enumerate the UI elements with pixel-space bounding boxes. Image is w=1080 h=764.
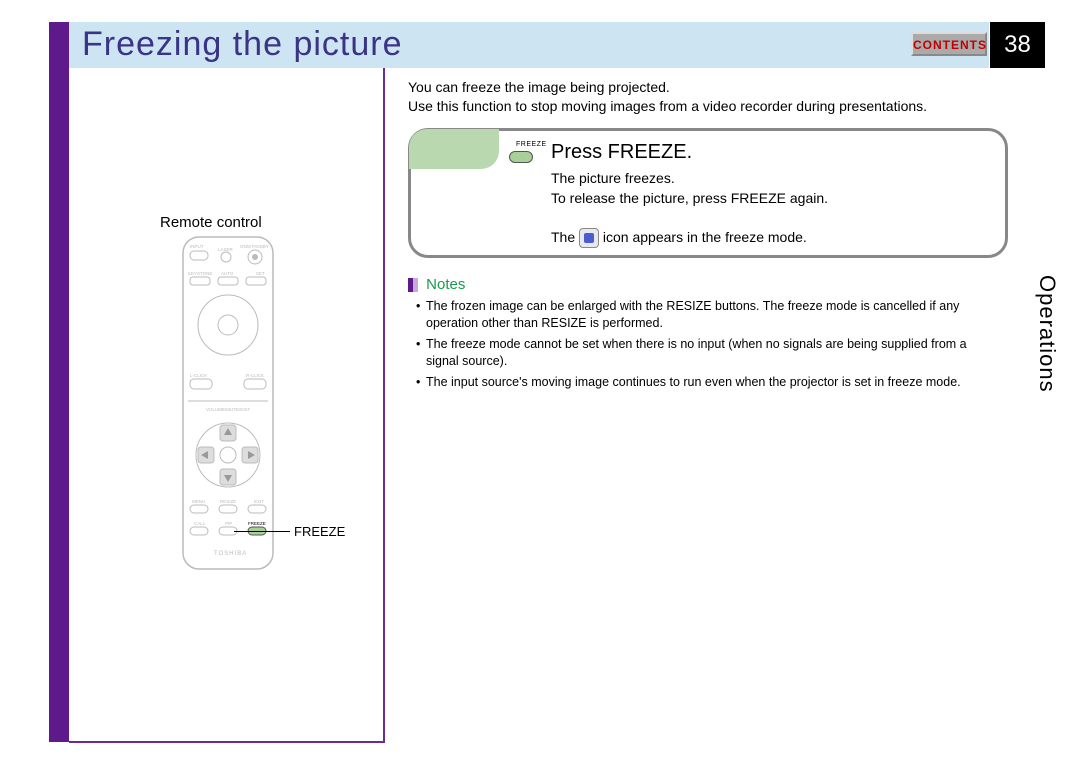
notes-header-text: Notes xyxy=(426,276,465,293)
horizontal-divider xyxy=(69,741,385,743)
remote-btn-set: SET xyxy=(256,271,265,276)
remote-btn-laser: LASER xyxy=(218,247,234,252)
instruction-body3-post: icon appears in the freeze mode. xyxy=(603,229,807,245)
vertical-divider xyxy=(383,68,385,743)
instruction-title: Press FREEZE. xyxy=(551,141,692,164)
freeze-button-label: FREEZE xyxy=(516,141,547,148)
remote-btn-volmute: VOLUME/MUTE/EXIT xyxy=(206,407,251,412)
page-title: Freezing the picture xyxy=(82,25,403,64)
contents-button[interactable]: CONTENTS xyxy=(911,32,987,56)
intro-line2: Use this function to stop moving images … xyxy=(408,98,927,114)
remote-btn-lclick: L-CLICK xyxy=(190,373,207,378)
notes-header: Notes xyxy=(408,276,465,293)
instruction-body1: The picture freezes. xyxy=(551,170,675,186)
purple-sidebar xyxy=(49,22,69,742)
remote-btn-onstandby: ON/STANDBY xyxy=(240,244,269,249)
remote-btn-menu: MENU xyxy=(192,499,205,504)
freeze-callout-line xyxy=(234,531,290,532)
instruction-body: The picture freezes. To release the pict… xyxy=(551,169,971,248)
remote-btn-pip: PIP xyxy=(225,521,232,526)
page-number: 38 xyxy=(990,22,1045,68)
remote-btn-freeze-label: FREEZE xyxy=(248,521,266,526)
instruction-body2: To release the picture, press FREEZE aga… xyxy=(551,190,828,206)
remote-brand: TOSHIBA xyxy=(214,551,247,557)
instruction-body3-pre: The xyxy=(551,229,579,245)
remote-btn-call: CALL xyxy=(194,521,206,526)
intro-line1: You can freeze the image being projected… xyxy=(408,79,670,95)
freeze-callout-text: FREEZE xyxy=(294,524,345,539)
instruction-accent xyxy=(409,129,499,169)
notes-list: The frozen image can be enlarged with th… xyxy=(416,298,996,394)
remote-diagram: INPUT ON/STANDBY LASER KEYSTONE AUTO SET… xyxy=(178,235,278,575)
note-item: The freeze mode cannot be set when there… xyxy=(416,336,996,370)
freeze-button-icon xyxy=(509,151,533,163)
section-tab: Operations xyxy=(1034,275,1060,393)
remote-btn-rclick: R-CLICK xyxy=(246,373,264,378)
note-item: The frozen image can be enlarged with th… xyxy=(416,298,996,332)
remote-btn-resize: RESIZE xyxy=(220,499,236,504)
instruction-box: FREEZE Press FREEZE. The picture freezes… xyxy=(408,128,1008,258)
remote-btn-auto: AUTO xyxy=(221,271,234,276)
remote-btn-input: INPUT xyxy=(190,244,204,249)
freeze-mode-icon xyxy=(579,228,599,248)
remote-btn-exit: EXIT xyxy=(254,499,264,504)
remote-btn-keystone: KEYSTONE xyxy=(188,271,212,276)
note-item: The input source's moving image continue… xyxy=(416,374,996,391)
remote-label: Remote control xyxy=(160,214,262,231)
notes-marker-icon xyxy=(408,278,418,292)
intro-text: You can freeze the image being projected… xyxy=(408,78,968,116)
